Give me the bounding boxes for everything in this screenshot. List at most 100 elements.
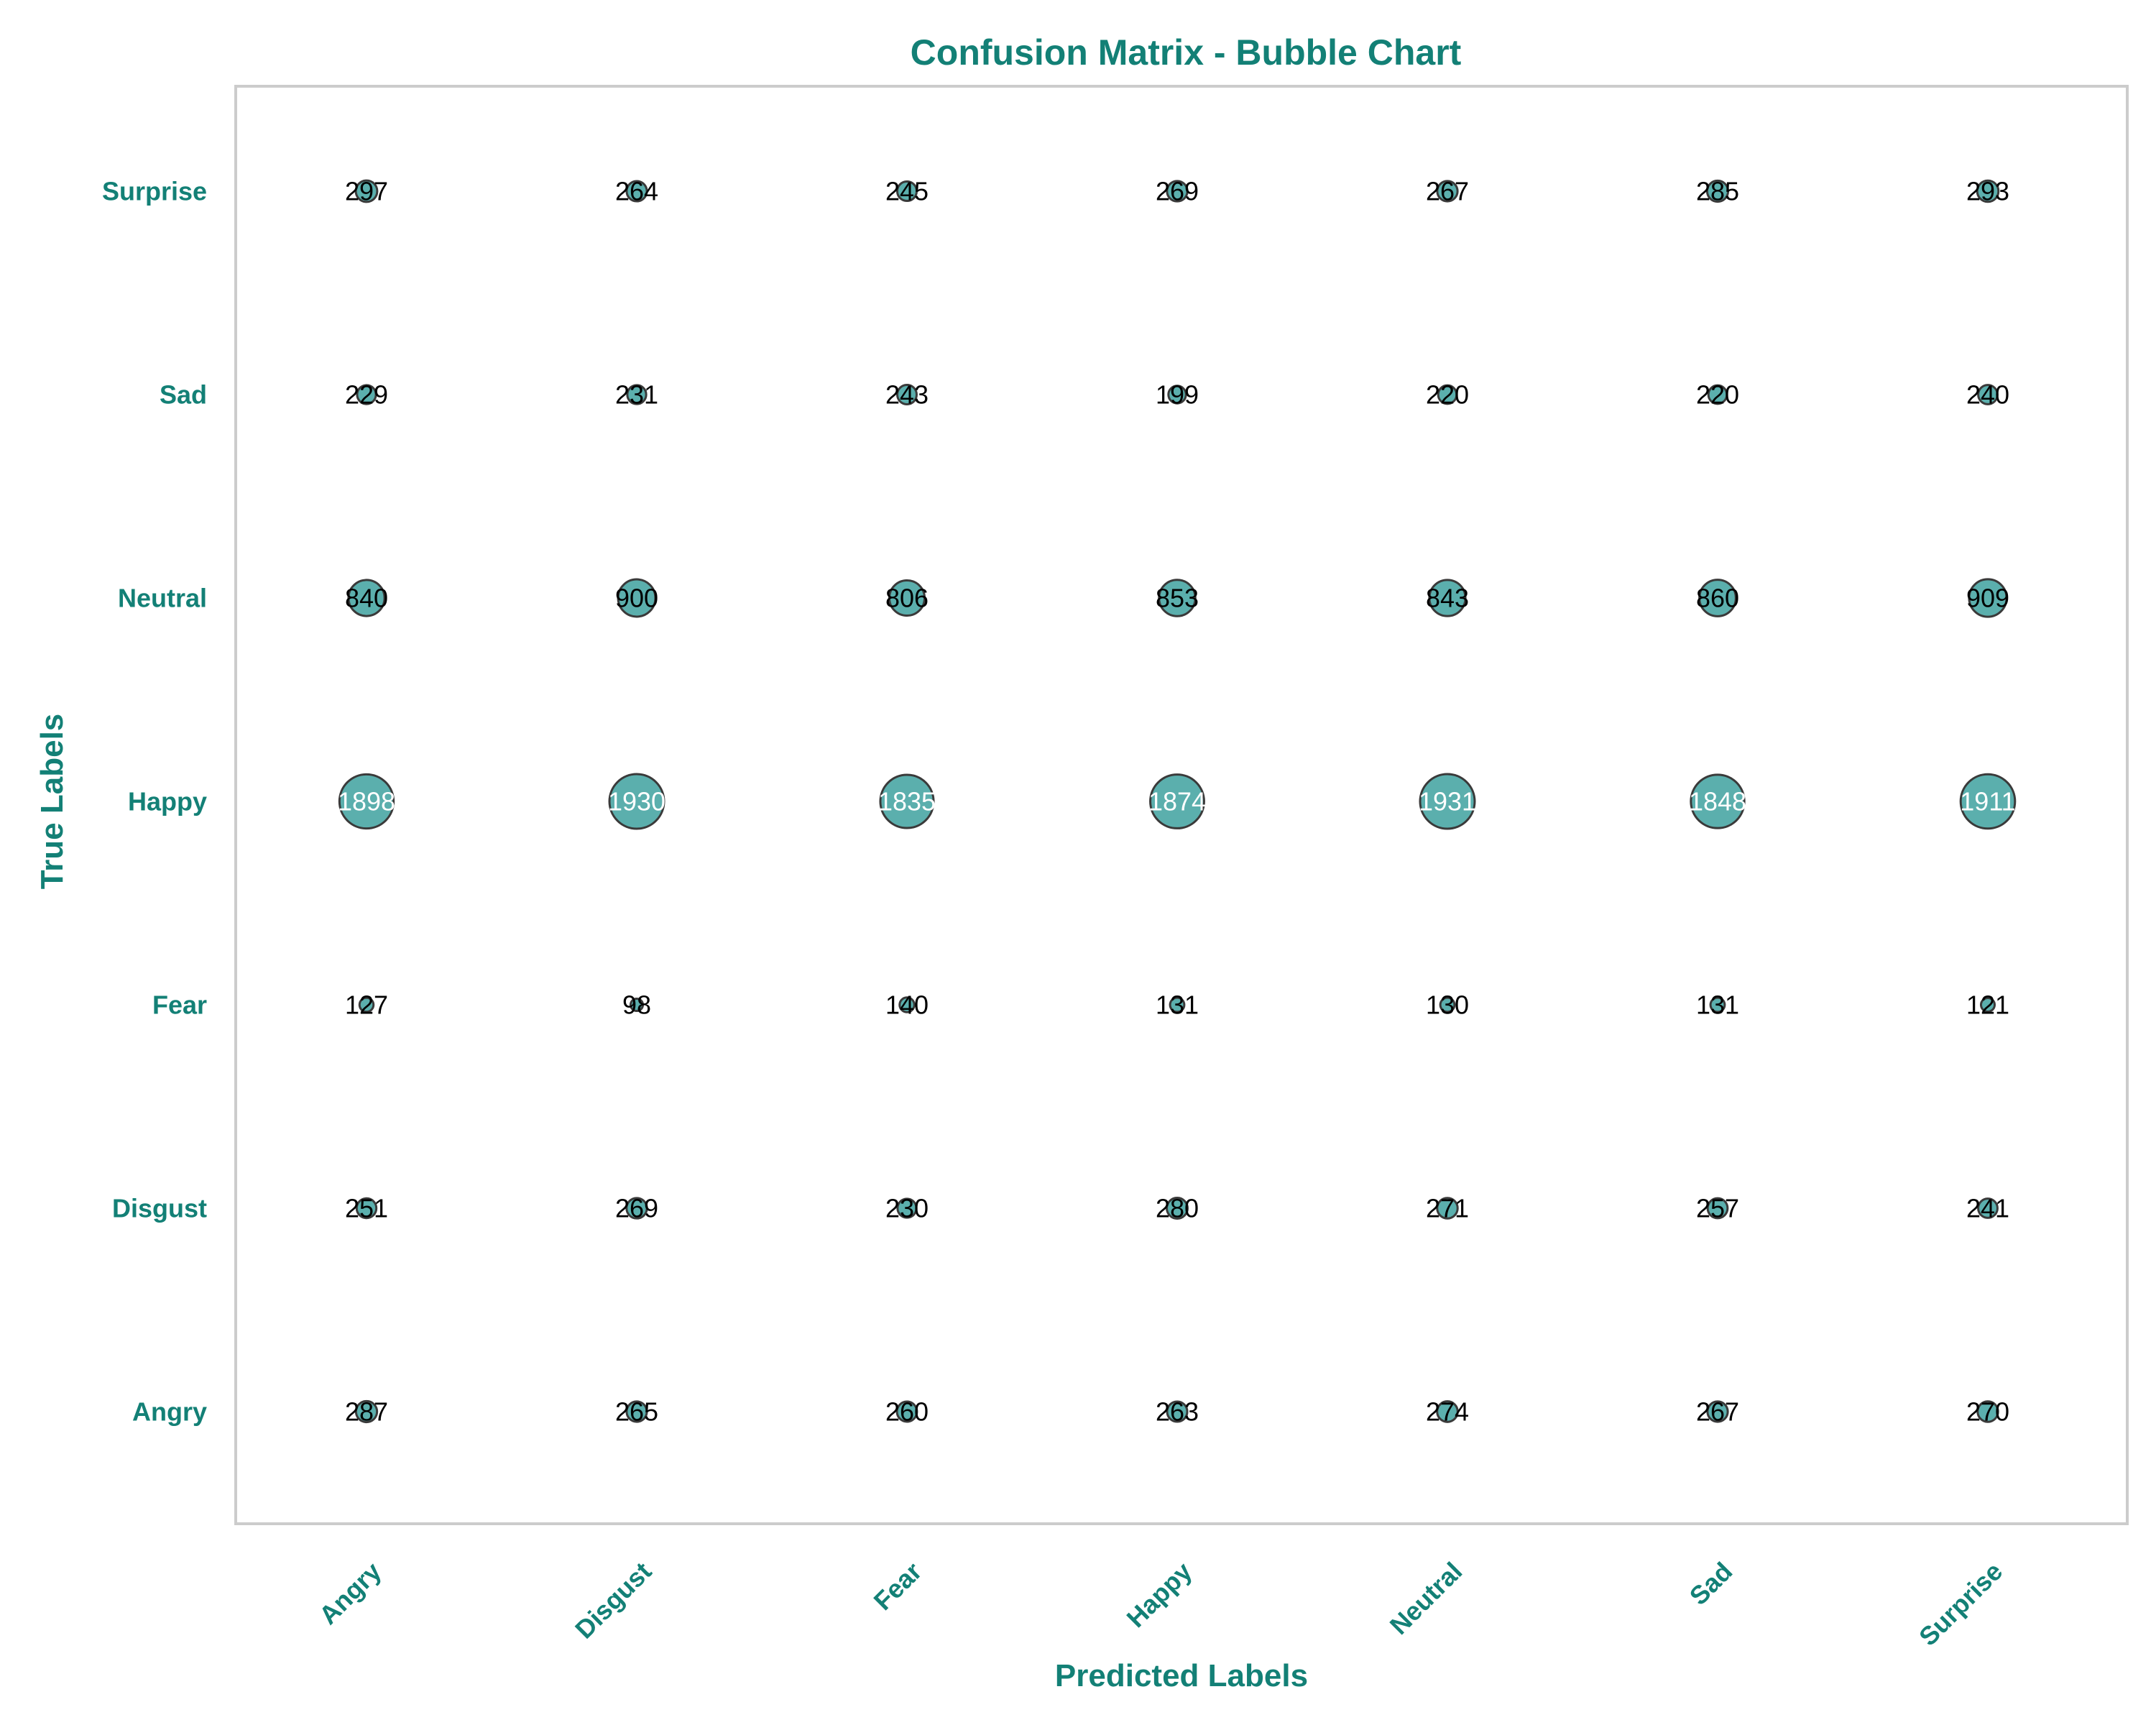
bubble	[1976, 1400, 1999, 1423]
bubble-value-label: 1930	[608, 787, 665, 816]
bubble-value-label: 1835	[878, 787, 936, 816]
bubble-value-label: 269	[615, 1194, 658, 1223]
y-tick-label: Happy	[128, 787, 207, 816]
bubble-value-label: 270	[1966, 1397, 2009, 1427]
bubble-value-label: 860	[1696, 584, 1739, 613]
bubble	[1158, 579, 1197, 617]
bubble	[354, 179, 379, 203]
bubble-value-label: 1898	[338, 787, 395, 816]
bubble-value-label: 131	[1156, 990, 1199, 1020]
bubble-value-label: 230	[885, 1194, 929, 1223]
bubble-value-label: 900	[615, 584, 658, 613]
bubble	[1169, 996, 1186, 1013]
bubble-value-label: 260	[885, 1397, 929, 1427]
bubble-value-label: 840	[345, 584, 388, 613]
y-tick-labels: Angry Disgust Fear Happy Neutral Sad Surprise	[102, 177, 207, 1427]
bubble-value-label: 271	[1426, 1194, 1469, 1223]
bubble-value-label: 241	[1966, 1194, 2009, 1223]
bubble	[1706, 1197, 1729, 1220]
bubble	[896, 1197, 918, 1219]
y-axis-label: True Labels	[34, 714, 70, 890]
bubble	[1977, 384, 1999, 405]
x-axis-label: Predicted Labels	[1055, 1658, 1308, 1693]
bubble	[895, 1400, 918, 1423]
bubble-value-label: 1911	[1960, 787, 2015, 816]
bubble	[1690, 773, 1746, 829]
bubble-value-label: 265	[615, 1397, 658, 1427]
bubble-value-label: 297	[345, 177, 388, 206]
y-tick-label: Fear	[152, 990, 207, 1020]
bubbles-layer: 287 265 260 263 274 267 270 251 269 230 280 271 257 2…	[338, 177, 2017, 1427]
bubble	[1149, 773, 1205, 829]
bubble-value-label: 231	[615, 380, 658, 410]
bubble-value-label: 199	[1156, 380, 1199, 410]
bubble	[1706, 1400, 1729, 1423]
bubble-value-label: 264	[615, 177, 658, 206]
bubble-value-label: 131	[1696, 990, 1739, 1020]
bubble	[1428, 579, 1467, 617]
bubble-value-label: 267	[1696, 1397, 1739, 1427]
bubble	[1709, 996, 1726, 1013]
bubble-value-label: 1931	[1419, 787, 1476, 816]
bubble	[1439, 996, 1456, 1013]
bubble-value-label: 274	[1426, 1397, 1469, 1427]
bubble-value-label: 257	[1696, 1194, 1739, 1223]
bubble	[896, 384, 918, 405]
bubble	[895, 180, 918, 203]
bubble	[625, 1197, 648, 1220]
bubble	[354, 1399, 379, 1424]
bubble	[356, 384, 377, 405]
bubble-value-label: 1848	[1689, 787, 1746, 816]
bubble	[1979, 996, 1996, 1013]
bubble	[355, 1197, 378, 1220]
bubble-value-label: 263	[1156, 1397, 1199, 1427]
bubble-value-label: 130	[1426, 990, 1469, 1020]
bubble	[617, 578, 657, 618]
bubble-value-label: 280	[1156, 1194, 1199, 1223]
y-tick-label: Disgust	[112, 1194, 207, 1223]
bubble	[608, 773, 665, 830]
bubble	[1705, 179, 1730, 203]
y-tick-label: Neutral	[118, 584, 207, 613]
bubble-value-label: 287	[345, 1397, 388, 1427]
bubble-value-label: 220	[1696, 380, 1739, 410]
bubble	[888, 579, 926, 617]
bubble-value-label: 140	[885, 990, 929, 1020]
bubble	[338, 773, 395, 830]
bubble-value-label: 245	[885, 177, 929, 206]
bubble	[879, 773, 935, 829]
bubble-value-label: 251	[345, 1194, 388, 1223]
bubble	[1698, 579, 1737, 617]
bubble-value-label: 843	[1426, 584, 1469, 613]
bubble	[898, 996, 916, 1013]
bubble	[1436, 1400, 1459, 1423]
bubble	[1166, 1400, 1189, 1423]
y-tick-label: Angry	[132, 1397, 207, 1427]
bubble-value-label: 806	[885, 584, 929, 613]
y-tick-label: Surprise	[102, 177, 207, 206]
bubble	[1437, 384, 1458, 405]
bubble-value-label: 267	[1426, 177, 1469, 206]
bubble	[1977, 1197, 1999, 1219]
bubble	[358, 996, 375, 1013]
bubble	[1968, 578, 2008, 618]
bubble	[347, 579, 386, 617]
bubble-value-label: 98	[622, 990, 651, 1020]
bubble	[1436, 1197, 1459, 1220]
y-tick-label: Sad	[160, 380, 207, 410]
bubble-value-label: 220	[1426, 380, 1469, 410]
bubble	[1166, 1197, 1189, 1220]
bubble-value-label: 121	[1966, 990, 2009, 1020]
bubble-value-label: 240	[1966, 380, 2009, 410]
bubble	[1167, 385, 1187, 405]
bubble-value-label: 269	[1156, 177, 1199, 206]
bubble-value-label: 243	[885, 380, 929, 410]
bubble-value-label: 909	[1966, 584, 2009, 613]
plot-frame	[234, 85, 2129, 1525]
chart-title: Confusion Matrix - Bubble Chart	[911, 32, 1462, 73]
bubble	[625, 1400, 648, 1423]
bubble-value-label: 127	[345, 990, 388, 1020]
bubble	[1419, 773, 1476, 830]
